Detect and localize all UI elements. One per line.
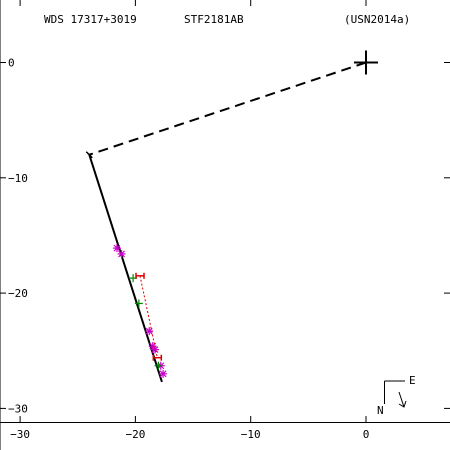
periastron-line [88, 61, 367, 156]
axis-ticks [0, 0, 450, 423]
y-tick-label: −10 [8, 172, 28, 185]
y-tick-label: −20 [8, 287, 28, 300]
discoverer-label: STF2181AB [184, 13, 244, 26]
observation-asterisk [151, 345, 160, 354]
wds-id-label: WDS 17317+3019 [44, 13, 137, 26]
asterisk-stroke [118, 250, 125, 258]
observation-asterisk [112, 244, 121, 253]
orbit-start-mark [85, 151, 93, 159]
compass: E N [377, 374, 416, 417]
residual-line [139, 275, 158, 358]
asterisk-stroke [113, 244, 121, 252]
axis-tick-labels: −30 −20 −10 0 0 −10 −20 −30 [8, 57, 369, 442]
observation-asterisk [117, 249, 126, 258]
observation-asterisk [159, 369, 168, 378]
compass-arrow [398, 391, 407, 408]
x-tick-label: −30 [10, 428, 30, 441]
y-tick-label: 0 [8, 57, 15, 70]
observation-plus [134, 299, 143, 308]
compass-north-label: N [377, 404, 384, 417]
plot-area [85, 50, 378, 383]
compass-east-label: E [409, 374, 416, 387]
observation-plus [154, 361, 163, 370]
observation-hbar [152, 354, 163, 361]
asterisk-stroke [145, 327, 153, 335]
asterisk-stroke [151, 346, 159, 354]
y-tick-label: −30 [8, 402, 28, 415]
x-tick-label: −20 [125, 428, 145, 441]
asterisk-stroke [159, 370, 167, 378]
x-tick-label: 0 [363, 428, 370, 441]
observation-asterisk [145, 327, 154, 336]
reference-label: (USN2014a) [344, 13, 410, 26]
x-tick-label: −10 [241, 428, 261, 441]
